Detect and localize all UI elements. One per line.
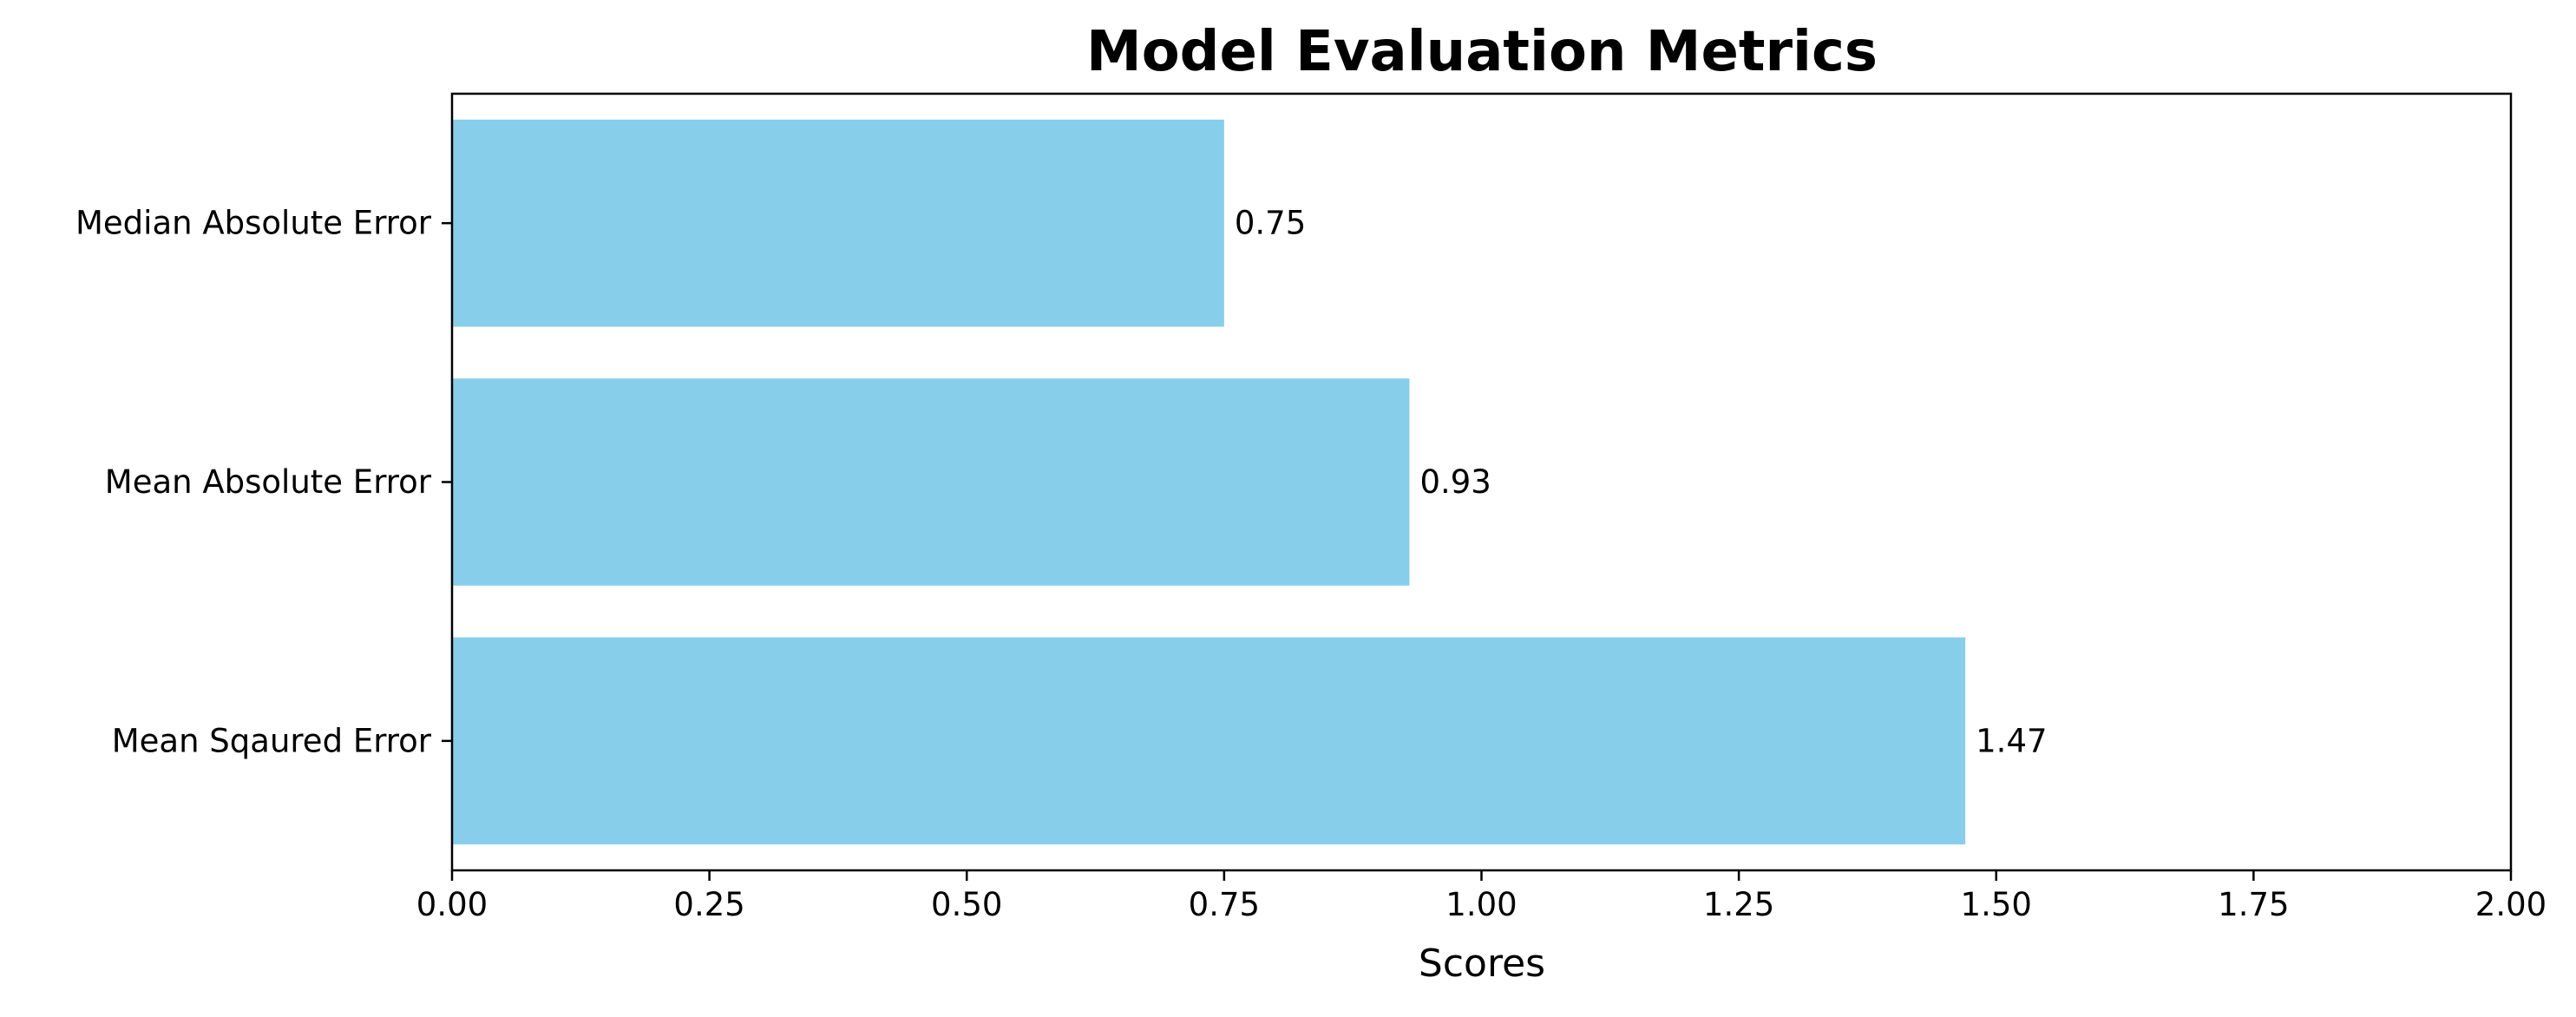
x-tick-label: 0.75 [1189,886,1260,923]
x-tick-label: 1.75 [2218,886,2289,923]
y-tick-label: Median Absolute Error [75,205,432,242]
y-tick-label: Mean Absolute Error [105,463,432,501]
bar [452,119,1224,327]
bar-value-label: 0.75 [1235,205,1306,242]
bar [452,378,1410,586]
bar-value-label: 0.93 [1419,463,1491,501]
x-tick-label: 1.50 [1961,886,2032,923]
x-tick-label: 1.25 [1703,886,1774,923]
chart-title: Model Evaluation Metrics [1086,20,1878,84]
x-tick-label: 2.00 [2475,886,2547,923]
bar [452,637,1966,845]
plot-frame [450,92,2513,872]
x-tick-label: 0.25 [673,886,744,923]
y-tick-label: Mean Sqaured Error [112,722,432,759]
x-tick-label: 1.00 [1445,886,1517,923]
x-axis-label: Scores [1419,942,1545,986]
x-tick-label: 0.00 [416,886,488,923]
plot-area: 0.75 Median Absolute Error 0.93 Mean Absolu… [75,92,2547,923]
bar-value-label: 1.47 [1976,722,2047,759]
x-tick-label: 0.50 [931,886,1002,923]
